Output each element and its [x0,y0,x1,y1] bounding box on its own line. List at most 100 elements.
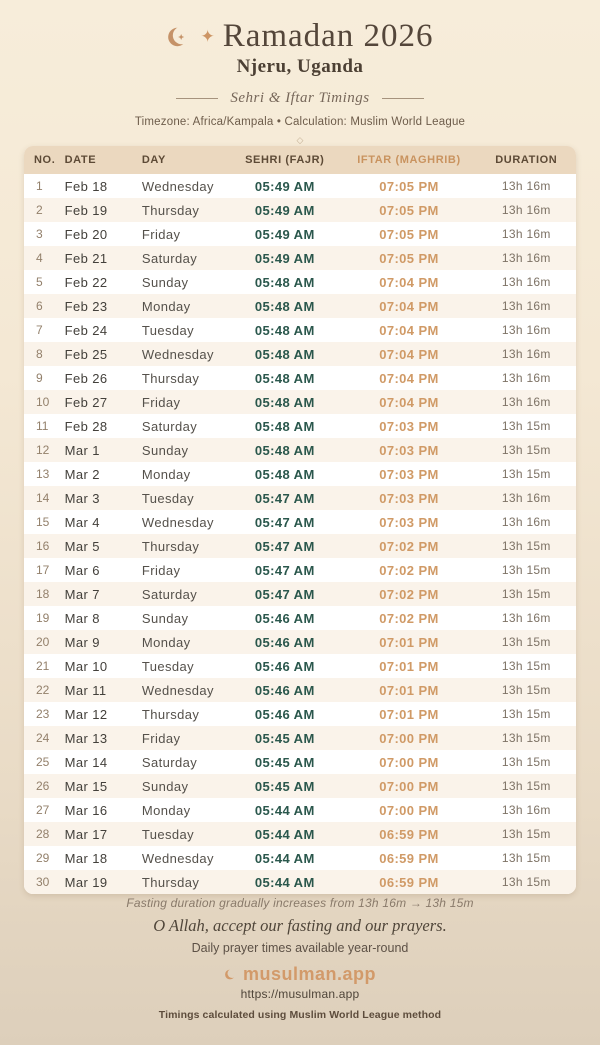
row-number-cell: 7 [36,323,43,337]
row-number-cell: 23 [36,707,50,721]
row-number-cell: 3 [36,227,43,241]
duration-cell: 13h 16m [501,251,551,265]
table-row: 30 Mar 19 Thursday 05:44 AM 06:59 PM 13h… [24,870,576,894]
day-cell: Wednesday [141,346,214,362]
sehri-time-cell: 05:48 AM [254,442,315,458]
day-cell: Wednesday [141,178,214,194]
iftar-time-cell: 07:03 PM [379,490,439,506]
table-row: 23 Mar 12 Thursday 05:46 AM 07:01 PM 13h… [24,702,576,726]
iftar-time-cell: 07:01 PM [379,634,439,650]
table-row: 20 Mar 9 Monday 05:46 AM 07:01 PM 13h 15… [24,630,576,654]
dua-text: O Allah, accept our fasting and our pray… [153,916,447,935]
table-row: 12 Mar 1 Sunday 05:48 AM 07:03 PM 13h 15… [24,438,576,462]
duration-cell: 13h 15m [501,755,551,769]
date-cell: Feb 27 [64,394,108,410]
location-subtitle: Njeru, Uganda [236,56,364,77]
sehri-time-cell: 05:44 AM [254,802,315,818]
sehri-time-cell: 05:46 AM [254,682,315,698]
row-number-cell: 4 [36,251,43,265]
iftar-time-cell: 07:00 PM [379,802,439,818]
date-cell: Mar 6 [64,562,100,578]
date-cell: Mar 13 [64,730,108,746]
footer: Fasting duration gradually increases fro… [0,896,600,1021]
date-cell: Mar 19 [64,874,108,890]
sehri-time-cell: 05:49 AM [254,178,315,194]
iftar-time-cell: 06:59 PM [379,826,439,842]
duration-cell: 13h 15m [501,827,551,841]
date-cell: Mar 8 [64,610,100,626]
row-number-cell: 20 [36,635,50,649]
row-number-cell: 2 [36,203,43,217]
table-row: 17 Mar 6 Friday 05:47 AM 07:02 PM 13h 15… [24,558,576,582]
iftar-time-cell: 07:00 PM [379,754,439,770]
day-cell: Sunday [141,610,189,626]
sehri-time-cell: 05:48 AM [254,370,315,386]
sehri-time-cell: 05:47 AM [254,586,315,602]
sehri-time-cell: 05:48 AM [254,274,315,290]
table-row: 6 Feb 23 Monday 05:48 AM 07:04 PM 13h 16… [24,294,576,318]
sehri-time-cell: 05:49 AM [254,202,315,218]
iftar-time-cell: 07:05 PM [379,178,439,194]
date-cell: Feb 18 [64,178,108,194]
row-number-cell: 9 [36,371,43,385]
row-number-cell: 28 [36,827,50,841]
day-cell: Monday [141,466,191,482]
row-number-cell: 6 [36,299,43,313]
brand-url-link[interactable]: https://musulman.app [240,987,360,1001]
table-row: 11 Feb 28 Saturday 05:48 AM 07:03 PM 13h… [24,414,576,438]
duration-cell: 13h 16m [501,323,551,337]
iftar-time-cell: 06:59 PM [379,850,439,866]
sehri-time-cell: 05:46 AM [254,634,315,650]
duration-cell: 13h 15m [501,779,551,793]
date-cell: Feb 21 [64,250,108,266]
column-header-sehri: SEHRI (FAJR) [228,146,342,174]
brand-link[interactable]: musulman.app [242,964,377,984]
iftar-time-cell: 07:04 PM [379,346,439,362]
iftar-time-cell: 07:01 PM [379,682,439,698]
table-row: 29 Mar 18 Wednesday 05:44 AM 06:59 PM 13… [24,846,576,870]
duration-cell: 13h 16m [501,371,551,385]
day-cell: Friday [141,730,181,746]
row-number-cell: 12 [36,443,50,457]
day-cell: Thursday [141,202,200,218]
timetable: NO. DATE DAY SEHRI (FAJR) IFTAR (MAGHRIB… [24,146,576,894]
sehri-time-cell: 05:44 AM [254,826,315,842]
row-number-cell: 22 [36,683,50,697]
duration-cell: 13h 16m [501,275,551,289]
date-cell: Mar 11 [64,682,107,698]
tagline-rule-left [176,98,219,99]
duration-cell: 13h 15m [501,563,551,577]
date-cell: Mar 9 [64,634,100,650]
table-row: 25 Mar 14 Saturday 05:45 AM 07:00 PM 13h… [24,750,576,774]
column-header-duration: DURATION [476,146,576,174]
sehri-time-cell: 05:48 AM [254,418,315,434]
sparkle-icon: ✦ [200,27,215,46]
tagline-rule-right [381,98,424,99]
duration-cell: 13h 15m [501,587,551,601]
iftar-time-cell: 07:03 PM [379,418,439,434]
sehri-time-cell: 05:45 AM [254,754,315,770]
duration-cell: 13h 15m [501,539,551,553]
day-cell: Friday [141,394,181,410]
table-row: 8 Feb 25 Wednesday 05:48 AM 07:04 PM 13h… [24,342,576,366]
sehri-time-cell: 05:47 AM [254,490,315,506]
sehri-time-cell: 05:46 AM [254,706,315,722]
duration-cell: 13h 16m [501,203,551,217]
day-cell: Saturday [141,586,198,602]
duration-cell: 13h 15m [501,875,551,889]
brand-row: musulman.app [0,964,600,985]
date-cell: Mar 12 [64,706,108,722]
duration-cell: 13h 15m [501,659,551,673]
row-number-cell: 25 [36,755,50,769]
date-cell: Mar 7 [64,586,100,602]
duration-cell: 13h 15m [501,443,551,457]
date-cell: Feb 22 [64,274,108,290]
sehri-time-cell: 05:48 AM [254,322,315,338]
table-row: 19 Mar 8 Sunday 05:46 AM 07:02 PM 13h 16… [24,606,576,630]
row-number-cell: 21 [36,659,50,673]
row-number-cell: 15 [36,515,50,529]
sehri-time-cell: 05:46 AM [254,610,315,626]
table-row: 15 Mar 4 Wednesday 05:47 AM 07:03 PM 13h… [24,510,576,534]
iftar-time-cell: 07:02 PM [379,562,439,578]
day-cell: Thursday [141,706,200,722]
